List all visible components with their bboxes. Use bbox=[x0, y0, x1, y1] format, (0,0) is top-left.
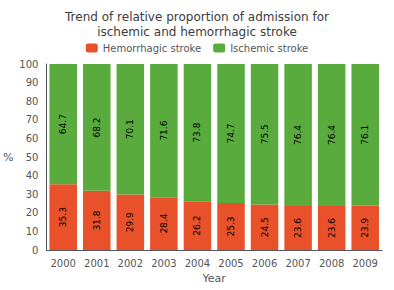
svg-text:Hemorrhagic stroke: Hemorrhagic stroke bbox=[103, 43, 201, 54]
svg-text:76.1: 76.1 bbox=[360, 125, 370, 145]
svg-text:2009: 2009 bbox=[352, 258, 377, 269]
svg-text:0: 0 bbox=[32, 245, 38, 256]
svg-text:28.4: 28.4 bbox=[159, 213, 169, 233]
svg-text:64.7: 64.7 bbox=[58, 114, 68, 134]
svg-text:80: 80 bbox=[26, 96, 39, 107]
svg-text:%: % bbox=[3, 151, 13, 164]
svg-text:Year: Year bbox=[202, 272, 227, 285]
svg-text:Trend of relative proportion o: Trend of relative proportion of admissio… bbox=[64, 10, 329, 24]
svg-text:2000: 2000 bbox=[50, 258, 75, 269]
svg-text:23.6: 23.6 bbox=[327, 218, 337, 238]
svg-text:74.7: 74.7 bbox=[226, 123, 236, 143]
svg-text:31.8: 31.8 bbox=[92, 210, 102, 230]
svg-text:20: 20 bbox=[26, 207, 39, 218]
svg-text:71.6: 71.6 bbox=[159, 120, 169, 140]
svg-text:2003: 2003 bbox=[151, 258, 176, 269]
svg-text:73.8: 73.8 bbox=[192, 122, 202, 142]
svg-text:2007: 2007 bbox=[285, 258, 310, 269]
svg-text:76.4: 76.4 bbox=[327, 125, 337, 145]
svg-text:70: 70 bbox=[26, 114, 39, 125]
svg-text:2004: 2004 bbox=[185, 258, 210, 269]
svg-text:26.2: 26.2 bbox=[192, 216, 202, 236]
svg-text:2001: 2001 bbox=[84, 258, 109, 269]
svg-text:10: 10 bbox=[26, 226, 39, 237]
svg-text:50: 50 bbox=[26, 152, 39, 163]
svg-text:30: 30 bbox=[26, 189, 39, 200]
svg-text:76.4: 76.4 bbox=[293, 125, 303, 145]
svg-text:2005: 2005 bbox=[218, 258, 243, 269]
svg-text:23.9: 23.9 bbox=[360, 217, 370, 237]
svg-text:2006: 2006 bbox=[252, 258, 277, 269]
svg-text:23.6: 23.6 bbox=[293, 218, 303, 238]
svg-text:24.5: 24.5 bbox=[260, 217, 270, 237]
svg-text:Ischemic stroke: Ischemic stroke bbox=[230, 43, 308, 54]
svg-text:68.2: 68.2 bbox=[92, 117, 102, 137]
svg-text:2002: 2002 bbox=[118, 258, 143, 269]
svg-text:35.3: 35.3 bbox=[58, 207, 68, 227]
svg-text:75.5: 75.5 bbox=[260, 124, 270, 144]
svg-text:ischemic and hemorrhagic strok: ischemic and hemorrhagic stroke bbox=[97, 25, 297, 39]
svg-text:29.9: 29.9 bbox=[125, 212, 135, 232]
svg-text:40: 40 bbox=[26, 170, 39, 181]
svg-text:25.3: 25.3 bbox=[226, 216, 236, 236]
svg-text:100: 100 bbox=[19, 59, 38, 70]
svg-text:90: 90 bbox=[26, 77, 39, 88]
svg-text:2008: 2008 bbox=[319, 258, 344, 269]
svg-text:60: 60 bbox=[26, 133, 39, 144]
svg-text:70.1: 70.1 bbox=[125, 119, 135, 139]
